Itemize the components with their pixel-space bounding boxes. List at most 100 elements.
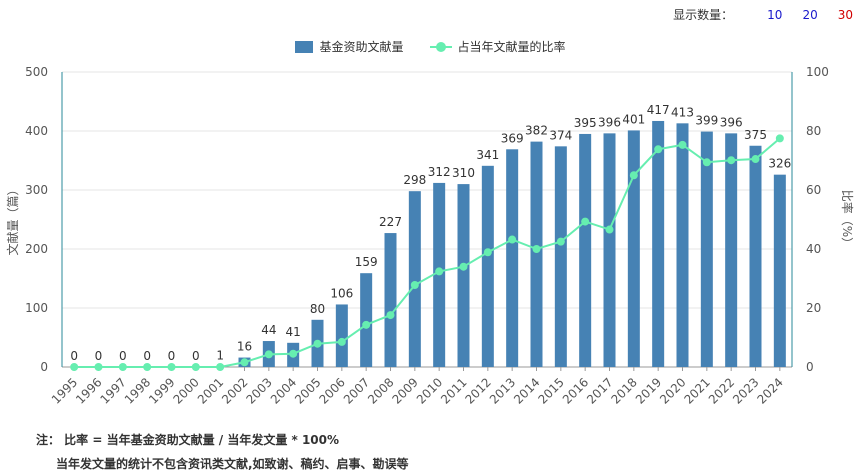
ratio-point [581, 217, 590, 226]
x-tick-label: 1996 [73, 375, 104, 406]
x-tick-label: 1995 [49, 375, 80, 406]
x-tick-label: 2001 [195, 375, 226, 406]
bar-value-label: 159 [355, 255, 378, 269]
bar-value-label: 106 [330, 286, 353, 300]
bar-value-label: 417 [647, 103, 670, 117]
ratio-point [313, 339, 322, 348]
x-tick-label: 2013 [487, 375, 518, 406]
y-left-axis-title: 文献量（篇） [5, 183, 20, 255]
ratio-point [337, 337, 346, 346]
ratio-point [508, 235, 517, 244]
bar-value-label: 298 [403, 173, 426, 187]
bar-value-label: 413 [671, 105, 694, 119]
x-tick-label: 2021 [681, 375, 712, 406]
display-count-option-10[interactable]: 10 [767, 7, 783, 22]
bar [360, 273, 373, 367]
ratio-point [94, 363, 103, 371]
y-right-axis-title: 比率（%） [840, 190, 855, 249]
y-right-tick-label: 60 [806, 183, 821, 197]
legend-label-ratio: 占当年文献量的比率 [457, 40, 566, 54]
x-tick-label: 2012 [462, 375, 493, 406]
bar-value-label: 80 [310, 302, 325, 316]
legend-line-swatch [429, 41, 452, 53]
x-tick-label: 2019 [633, 375, 664, 406]
ratio-point [191, 363, 200, 371]
ratio-point [532, 245, 541, 253]
x-tick-label: 2015 [535, 375, 566, 406]
bar-value-label: 369 [501, 131, 524, 145]
x-tick-label: 1998 [122, 375, 153, 406]
bar [627, 130, 640, 367]
x-tick-label: 2010 [414, 375, 445, 406]
ratio-point [678, 140, 687, 149]
bar-value-label: 395 [574, 116, 597, 130]
ratio-point [216, 363, 225, 371]
bar-value-label: 310 [452, 166, 475, 180]
ratio-point [264, 350, 273, 359]
bar-value-label: 382 [525, 124, 548, 138]
x-tick-label: 2018 [608, 375, 639, 406]
bar-value-label: 1 [216, 348, 224, 362]
note-line-2: 当年发文量的统计不包含资讯类文献,如致谢、稿约、启事、勘误等 [56, 457, 409, 471]
x-tick-label: 2000 [170, 375, 201, 406]
ratio-point [629, 171, 638, 180]
x-tick-label: 2020 [657, 375, 688, 406]
bar [554, 146, 567, 367]
bar-value-label: 374 [549, 128, 572, 142]
x-tick-label: 1999 [146, 375, 177, 406]
x-tick-label: 2011 [438, 375, 469, 406]
ratio-point [118, 363, 127, 371]
bar [749, 145, 762, 367]
ratio-point [556, 237, 565, 246]
bar [773, 174, 786, 367]
bar-value-label: 0 [119, 349, 127, 363]
bar-value-label: 375 [744, 128, 767, 142]
bar [457, 184, 470, 367]
legend-item-ratio[interactable]: 占当年文献量的比率 [429, 38, 566, 55]
bar-value-label: 0 [192, 349, 200, 363]
y-right-tick-label: 0 [806, 360, 814, 374]
note-line-1: 注： 比率 = 当年基金资助文献量 / 当年发文量 * 100% [36, 433, 340, 447]
bar [481, 165, 494, 367]
display-count-option-30[interactable]: 30 [837, 7, 853, 22]
bar [725, 133, 738, 367]
y-left-tick-label: 0 [40, 360, 48, 374]
ratio-point [435, 267, 444, 276]
bar-value-label: 0 [143, 349, 151, 363]
x-tick-label: 2023 [730, 375, 761, 406]
ratio-point [362, 320, 371, 329]
legend-bar-swatch [295, 40, 314, 53]
ratio-point [775, 134, 784, 143]
bar [408, 191, 421, 367]
display-count-option-20[interactable]: 20 [802, 7, 818, 22]
ratio-series-line [74, 137, 781, 368]
bar-value-label: 396 [598, 115, 621, 129]
ratio-point [240, 358, 249, 367]
chart-legend: 基金资助文献量 占当年文献量的比率 [0, 38, 861, 55]
y-right-tick-label: 100 [806, 65, 829, 79]
ratio-point [70, 363, 79, 371]
x-tick-label: 1997 [97, 375, 128, 406]
bar [579, 133, 592, 367]
bar [506, 149, 519, 367]
ratio-point [167, 363, 176, 371]
bar [603, 133, 616, 367]
y-left-tick-label: 400 [25, 124, 48, 138]
bar-value-label: 396 [720, 115, 743, 129]
bar-value-label: 227 [379, 215, 402, 229]
legend-item-funded-count[interactable]: 基金资助文献量 [295, 38, 404, 55]
ratio-point [654, 145, 663, 154]
x-tick-label: 2005 [292, 375, 323, 406]
ratio-point [702, 158, 711, 167]
ratio-point [751, 155, 760, 164]
ratio-point [143, 363, 152, 371]
y-left-tick-label: 300 [25, 183, 48, 197]
x-tick-label: 2024 [754, 375, 785, 406]
bar [700, 131, 713, 367]
bar [335, 304, 348, 367]
x-tick-label: 2016 [560, 375, 591, 406]
x-tick-label: 2009 [389, 375, 420, 406]
bar-value-label: 44 [261, 323, 276, 337]
bar-value-label: 41 [286, 325, 301, 339]
